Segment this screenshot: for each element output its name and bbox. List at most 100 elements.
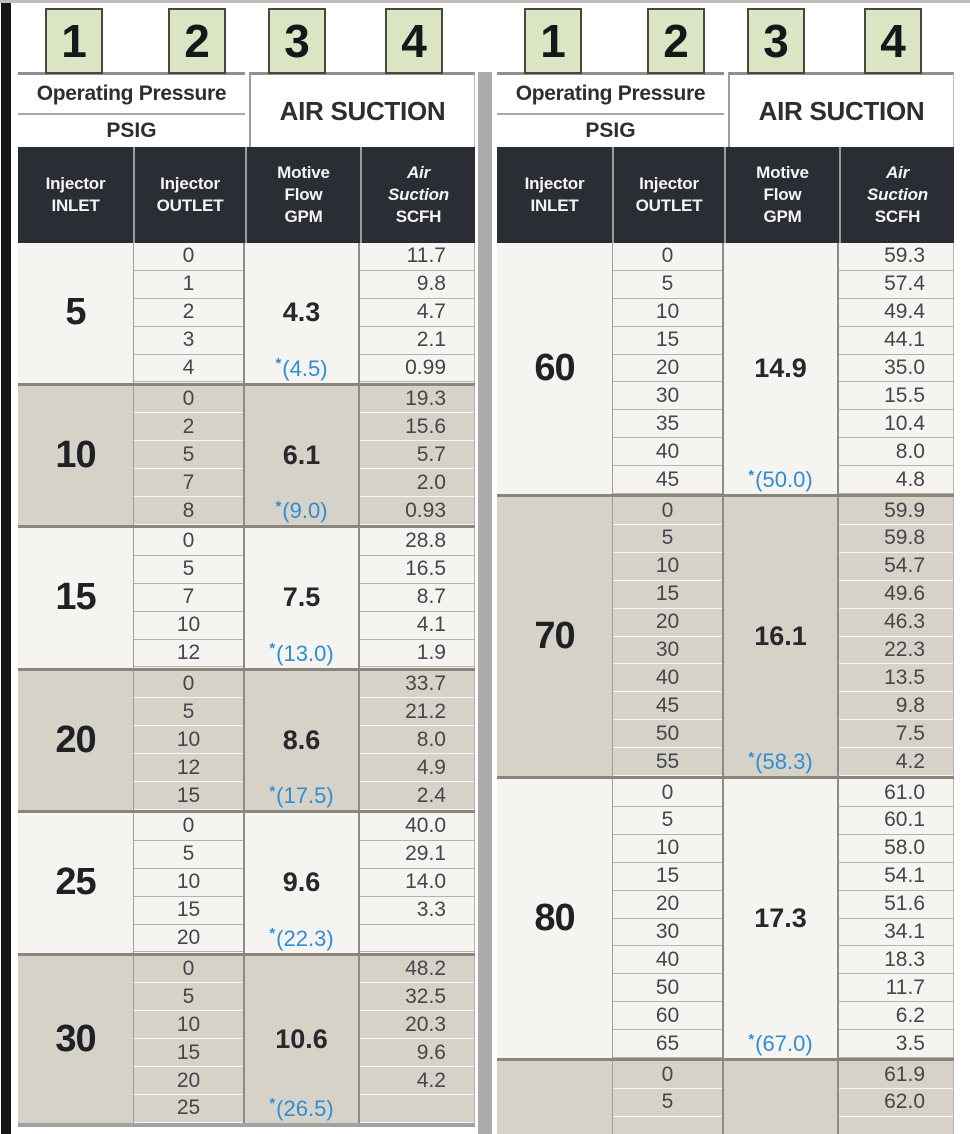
motive-flow-max-value: * (9.0) (245, 497, 358, 525)
pressure-group-60: 60 0 5 10 15 20 30 35 40 45 14.9 * (50.0) 59.3 57.4 49.… (497, 243, 954, 495)
col-header-inlet: Injector INLET (18, 147, 133, 243)
pressure-suction-table-right: 1 2 3 4 Operating Pressure PSIG AIR SUCTION Inj… (497, 0, 954, 1134)
outlet-cell: 10 (613, 299, 722, 327)
suction-cell: 59.8 (839, 525, 953, 553)
outlet-cell: 3 (134, 327, 243, 355)
suction-cell: 3.3 (360, 897, 474, 925)
motive-cell: 6.1 * (9.0) (245, 385, 360, 525)
outlet-column: 0 5 7 10 12 (133, 528, 245, 668)
suction-column: 61.0 60.1 58.0 54.1 51.6 34.1 18.3 11.7 6.2 3.5 (839, 779, 954, 1059)
column-marker-1: 1 (45, 8, 103, 74)
outlet-cell: 10 (134, 612, 243, 640)
outlet-cell: 5 (134, 841, 243, 869)
inlet-value: 30 (55, 1017, 96, 1060)
suction-cell: 14.0 (360, 869, 474, 897)
psig-label: PSIG (106, 119, 157, 142)
col-header-outlet: Injector OUTLET (133, 147, 245, 243)
motive-flow-value: 7.5 (282, 582, 321, 613)
asterisk-mark: * (748, 748, 755, 766)
pressure-group: 0 5 61.9 62.0 (497, 1058, 954, 1134)
suction-cell: 54.7 (839, 553, 953, 581)
column-marker-3: 3 (747, 8, 805, 74)
col-header-line: Injector (160, 174, 220, 194)
motive-cell: 14.9 * (50.0) (724, 243, 839, 495)
outlet-cell: 30 (613, 637, 722, 665)
inlet-cell: 30 (18, 956, 133, 1123)
table-banner: Operating Pressure PSIG AIR SUCTION (497, 72, 954, 147)
col-header-motive: Motive Flow GPM (245, 147, 360, 243)
outlet-cell: 0 (134, 528, 243, 556)
operating-pressure-title: Operating Pressure (497, 75, 724, 115)
suction-cell: 60.1 (839, 807, 953, 835)
motive-flow-max-value: * (17.5) (245, 782, 358, 810)
col-header-line: Suction (388, 185, 449, 205)
table-banner: Operating Pressure PSIG AIR SUCTION (18, 72, 475, 147)
col-header-line: OUTLET (156, 196, 224, 215)
motive-cell: 7.5 * (13.0) (245, 528, 360, 668)
outlet-cell: 60 (613, 1002, 722, 1031)
outlet-cell: 40 (613, 946, 722, 975)
outlet-cell: 0 (134, 956, 243, 984)
outlet-cell: 40 (613, 664, 722, 693)
outlet-cell: 65 (613, 1030, 722, 1058)
inlet-cell: 15 (18, 528, 133, 668)
column-marker-1: 1 (524, 8, 582, 74)
max-flow-text: (4.5) (282, 355, 328, 381)
outlet-cell: 0 (613, 243, 722, 271)
max-flow-text: (58.3) (755, 749, 813, 775)
suction-cell: 44.1 (839, 327, 953, 355)
motive-cell (724, 1061, 839, 1134)
outlet-cell: 5 (613, 1089, 722, 1117)
air-suction-title: AIR SUCTION (249, 72, 475, 147)
outlet-cell: 5 (134, 556, 243, 584)
suction-cell: 34.1 (839, 919, 953, 947)
col-header-line: Air (406, 163, 431, 183)
pressure-group-5: 5 0 1 2 3 4 4.3 * (4.5) 11.7 9.8 4.7 2.1 0.99 (18, 243, 475, 383)
outlet-cell: 20 (613, 609, 722, 637)
page-left-edge (1, 3, 11, 1134)
suction-column: 61.9 62.0 (839, 1061, 954, 1134)
column-marker-2: 2 (647, 8, 705, 74)
inlet-cell: 80 (497, 779, 612, 1058)
col-header-line: Air (885, 163, 910, 183)
col-header-line: INLET (530, 196, 579, 215)
motive-flow-value: 14.9 (754, 353, 807, 384)
col-header-line: INLET (51, 196, 100, 215)
outlet-cell: 55 (613, 748, 722, 776)
suction-cell: 4.1 (360, 612, 474, 640)
outlet-cell: 30 (613, 919, 722, 947)
suction-cell: 59.9 (839, 497, 953, 525)
column-marker-4: 4 (385, 8, 443, 74)
col-header-line: SCFH (395, 206, 442, 226)
max-flow-text: (22.3) (276, 925, 334, 951)
outlet-cell: 5 (134, 698, 243, 727)
table-body: 60 0 5 10 15 20 30 35 40 45 14.9 * (50.0) 59.3 57.4 49.… (497, 243, 954, 1134)
outlet-column: 0 5 10 15 20 30 40 50 60 65 (612, 779, 724, 1059)
col-header-inlet: Injector INLET (497, 147, 612, 243)
outlet-cell: 7 (134, 584, 243, 612)
outlet-cell: 35 (613, 410, 722, 439)
outlet-cell: 7 (134, 469, 243, 498)
suction-cell: 6.2 (839, 1002, 953, 1031)
outlet-cell: 30 (613, 382, 722, 411)
motive-flow-max-value: * (67.0) (724, 1030, 837, 1058)
pressure-group-80: 80 0 5 10 15 20 30 40 50 60 65 17.3 * (67.0) 61.0 60.1 5… (497, 776, 954, 1059)
outlet-cell: 0 (134, 813, 243, 841)
suction-cell (360, 1095, 474, 1123)
suction-cell: 46.3 (839, 609, 953, 637)
inlet-cell (497, 1061, 612, 1134)
outlet-column: 0 5 10 12 15 (133, 670, 245, 810)
outlet-cell: 0 (613, 1061, 722, 1089)
suction-cell: 18.3 (839, 946, 953, 975)
suction-cell: 4.7 (360, 299, 474, 327)
outlet-cell: 12 (134, 640, 243, 668)
max-flow-text: (13.0) (276, 640, 334, 666)
column-headers: Injector INLET Injector OUTLET Motive Flow GPM… (497, 147, 954, 243)
outlet-cell: 20 (613, 891, 722, 919)
suction-cell: 61.0 (839, 779, 953, 807)
outlet-cell: 15 (613, 327, 722, 355)
suction-column: 33.7 21.2 8.0 4.9 2.4 (360, 670, 475, 810)
suction-cell: 22.3 (839, 637, 953, 665)
